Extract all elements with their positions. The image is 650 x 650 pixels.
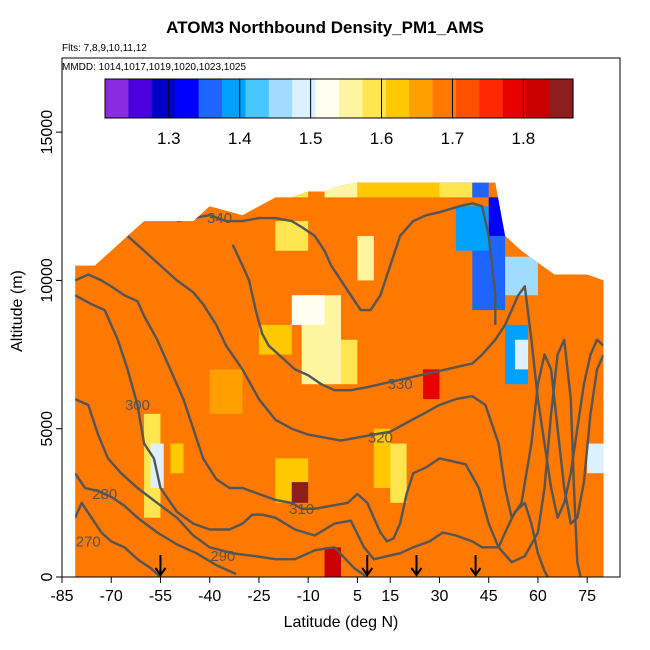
x-tick-label: -40 [198,588,221,605]
x-tick-label: 60 [529,588,547,605]
chart-title: ATOM3 Northbound Density_PM1_AMS [166,18,484,37]
flight-arrow-head [410,567,423,577]
contour-label: 300 [125,397,150,414]
heatmap-cell [275,182,309,198]
heatmap-cell [209,369,243,414]
y-tick-label: 5000 [39,411,56,447]
x-tick-label: 45 [480,588,498,605]
colorbar-swatch [409,79,434,118]
contour-label: 270 [76,533,101,550]
contour-label: 280 [92,486,117,503]
heatmap-cell [275,221,309,251]
contour-label: 320 [368,430,393,447]
x-tick-label: 75 [578,588,596,605]
x-tick-label: 30 [431,588,449,605]
y-axis-label: Altitude (m) [9,270,26,352]
flight-arrow-head [154,567,167,577]
colorbar-swatch [456,79,480,118]
x-axis-label: Latitude (deg N) [283,614,399,631]
contour-line [231,244,604,519]
heatmap-cell [488,197,522,236]
x-tick-label: 15 [381,588,399,605]
heatmap-cell [439,182,473,198]
plot-frame [61,57,621,578]
contour-label: 290 [210,548,235,565]
heatmap-cell [291,482,309,503]
contour-line [75,501,162,577]
heatmap-cell [390,443,407,503]
heatmap-cell [472,182,489,198]
x-tick-label: -55 [149,588,172,605]
heatmap-cell [341,339,358,385]
colorbar-swatch [479,79,504,118]
x-tick-label: -10 [297,588,320,605]
flight-arrow-head [361,567,374,577]
dates-note: MMDD: 1014,1017,1019,1020,1023,1025 [62,62,247,73]
contour-line [75,273,582,577]
heatmap-cell [357,235,374,281]
heatmap-cell [150,443,164,489]
y-tick-label: 10000 [39,258,56,303]
x-tick-label: -25 [247,588,270,605]
colorbar-tick-label: 1.3 [157,129,181,148]
x-tick-label: -85 [50,588,73,605]
colorbar-tick-label: 1.6 [370,129,394,148]
colorbar-swatch [128,79,153,118]
colorbar-swatch [549,79,574,118]
heatmap-cell [170,443,184,474]
contour-line [75,398,368,577]
colorbar-tick-label: 1.5 [299,129,323,148]
heatmap-cell [324,547,341,577]
colorbar-swatch [526,79,551,118]
contour-line [176,202,497,325]
colorbar-swatch [175,79,200,118]
colorbar-swatch [292,79,317,118]
heatmap-cell [291,295,325,325]
heatmap-cell [373,428,391,489]
colorbar-swatch [315,79,340,118]
colorbar-swatch [432,79,457,118]
heatmap-cell [423,369,440,400]
colorbar-swatch [502,79,527,118]
flight-arrow-head [469,567,482,577]
colorbar-swatch [339,79,363,118]
colorbar-tick-label: 1.4 [228,129,252,148]
x-tick-label: -70 [100,588,123,605]
heatmap-cell [357,182,440,198]
contour-label: 310 [289,501,314,518]
heatmap-cell [324,182,358,198]
colorbar-swatch [268,79,293,118]
heatmap-cell [587,443,604,474]
y-tick-label: 15000 [39,110,56,155]
colorbar-swatch [245,79,270,118]
colorbar-tick-label: 1.8 [512,129,536,148]
colorbar-swatch [198,79,223,118]
flights-note: Flts: 7,8,9,10,11,12 [62,43,147,54]
colorbar: 1.3 1.4 1.5 1.6 1.7 1.8 [104,78,574,148]
flight-markers [154,555,482,577]
colorbar-tick-label: 1.7 [441,129,465,148]
potential-temperature-contours [75,202,604,577]
y-tick-label: 0 [39,572,56,581]
contour-label: 330 [388,376,413,393]
contour-line [126,235,604,525]
colorbar-swatch [362,79,387,118]
heatmap-cell [514,339,529,370]
colorbar-swatch [385,79,410,118]
axes: -85 -70 -55 -40 -25 -10 5 15 30 45 60 75 0 5000 10000 1… [39,57,621,605]
contour-line [75,472,237,576]
x-tick-label: 5 [353,588,362,605]
colorbar-swatch [105,79,129,118]
colorbar-swatch [151,79,176,118]
colorbar-frame [104,78,574,119]
colorbar-swatch [222,79,246,118]
contour-line [75,294,549,577]
contour-label: 340 [207,210,232,227]
